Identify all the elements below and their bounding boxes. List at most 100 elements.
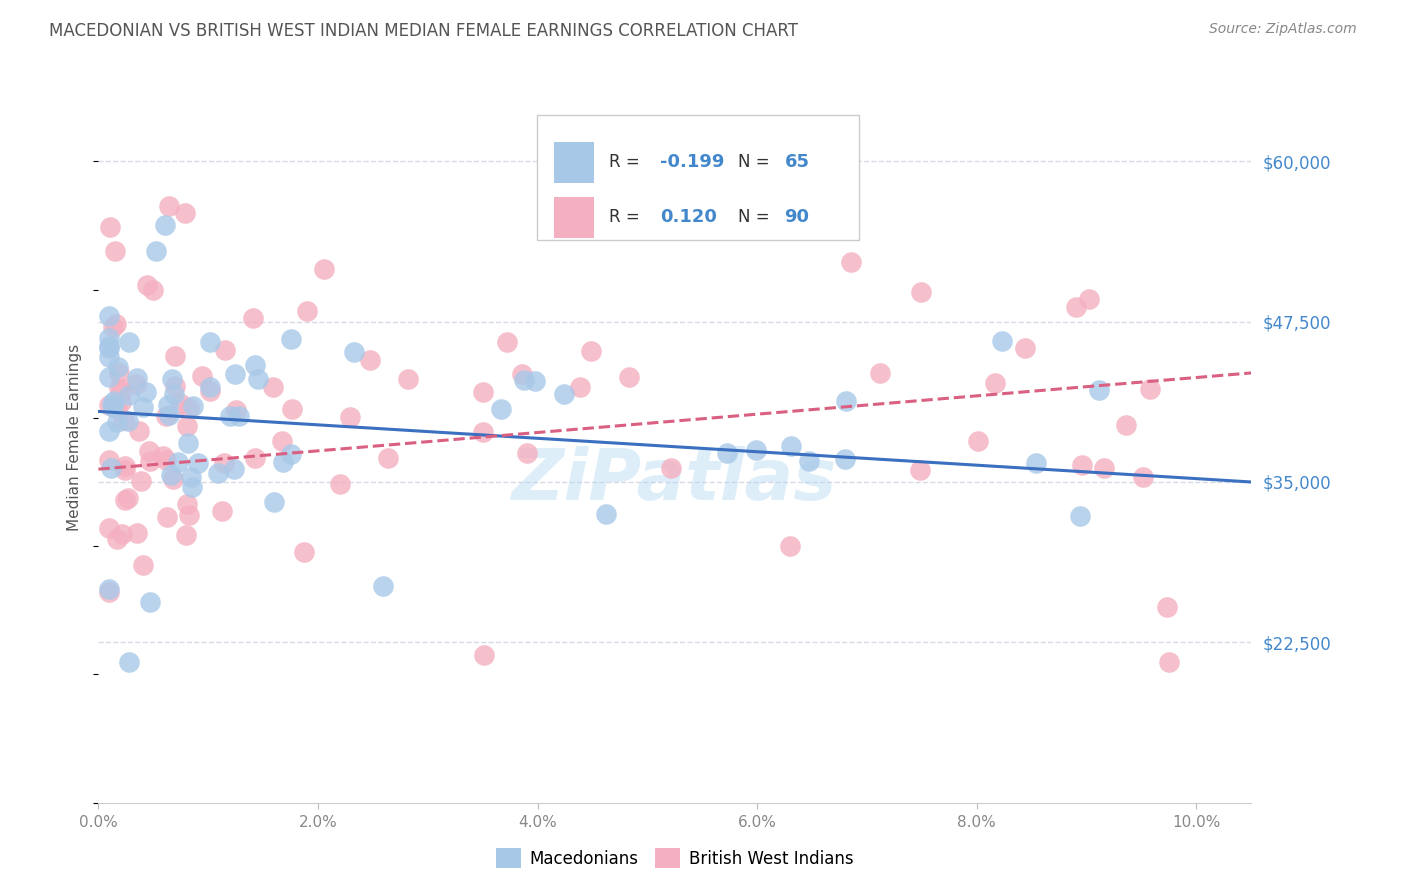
Point	[187, 456, 209, 470]
Point	[105, 532, 128, 546]
Point	[329, 476, 352, 491]
Point	[101, 400, 124, 414]
Point	[797, 454, 820, 468]
Point	[181, 399, 204, 413]
Point	[745, 442, 768, 457]
Point	[104, 244, 127, 258]
Point	[471, 425, 494, 439]
Point	[314, 262, 336, 277]
Point	[110, 394, 132, 409]
Point	[138, 444, 160, 458]
Point	[129, 474, 152, 488]
Point	[132, 400, 155, 414]
Point	[516, 446, 538, 460]
Y-axis label: Median Female Earnings: Median Female Earnings	[67, 343, 83, 531]
Point	[114, 463, 136, 477]
Point	[191, 368, 214, 383]
Point	[177, 401, 200, 415]
Point	[1092, 461, 1115, 475]
Point	[835, 393, 858, 408]
Point	[510, 367, 533, 381]
Point	[128, 424, 150, 438]
Point	[359, 352, 381, 367]
Point	[98, 585, 121, 599]
Legend: Macedonians, British West Indians: Macedonians, British West Indians	[489, 841, 860, 875]
Point	[111, 526, 134, 541]
Text: 65: 65	[785, 153, 810, 171]
Point	[107, 360, 129, 375]
Point	[112, 413, 135, 427]
Point	[110, 385, 132, 400]
Point	[243, 450, 266, 465]
Point	[1014, 341, 1036, 355]
Point	[127, 371, 149, 385]
Point	[131, 558, 153, 572]
Point	[100, 461, 122, 475]
Text: -0.199: -0.199	[659, 153, 724, 171]
Point	[1156, 599, 1178, 614]
Point	[1070, 458, 1092, 472]
Point	[157, 198, 180, 212]
Text: N =: N =	[738, 208, 775, 227]
Bar	[554, 197, 595, 237]
Point	[207, 467, 229, 481]
Point	[1064, 300, 1087, 314]
Text: R =: R =	[609, 208, 651, 227]
Point	[489, 401, 512, 416]
Point	[1088, 383, 1111, 397]
Point	[108, 381, 131, 395]
Point	[1078, 293, 1101, 307]
Point	[247, 372, 270, 386]
Point	[219, 409, 242, 423]
Point	[1132, 470, 1154, 484]
Point	[779, 539, 801, 553]
Point	[98, 309, 121, 323]
Point	[180, 469, 202, 483]
Point	[155, 453, 177, 467]
Point	[176, 418, 198, 433]
Point	[156, 509, 179, 524]
Point	[984, 376, 1007, 390]
FancyBboxPatch shape	[537, 115, 859, 240]
Point	[910, 285, 932, 299]
Point	[114, 492, 136, 507]
Point	[101, 320, 124, 334]
Point	[262, 380, 284, 394]
Point	[117, 491, 139, 505]
Point	[396, 372, 419, 386]
Point	[139, 454, 162, 468]
Point	[834, 452, 856, 467]
Point	[967, 434, 990, 449]
Point	[105, 317, 128, 331]
Point	[160, 468, 183, 483]
Point	[198, 384, 221, 399]
Point	[98, 351, 121, 365]
Point	[513, 373, 536, 387]
Point	[281, 401, 304, 416]
Point	[163, 387, 186, 401]
Point	[280, 332, 302, 346]
Point	[181, 480, 204, 494]
Point	[153, 219, 176, 233]
Point	[553, 387, 575, 401]
Point	[105, 402, 128, 417]
Text: R =: R =	[609, 153, 645, 171]
Text: N =: N =	[738, 153, 775, 171]
Point	[163, 349, 186, 363]
Point	[135, 384, 157, 399]
Point	[174, 527, 197, 541]
Point	[339, 410, 361, 425]
Point	[136, 277, 159, 292]
Point	[156, 398, 179, 412]
Point	[225, 403, 247, 417]
Point	[98, 370, 121, 384]
Point	[118, 388, 141, 402]
Point	[224, 461, 246, 475]
Point	[908, 462, 931, 476]
Point	[170, 397, 193, 411]
Point	[124, 376, 146, 391]
Point	[280, 447, 302, 461]
Point	[1069, 508, 1091, 523]
Point	[343, 344, 366, 359]
Point	[595, 507, 617, 521]
